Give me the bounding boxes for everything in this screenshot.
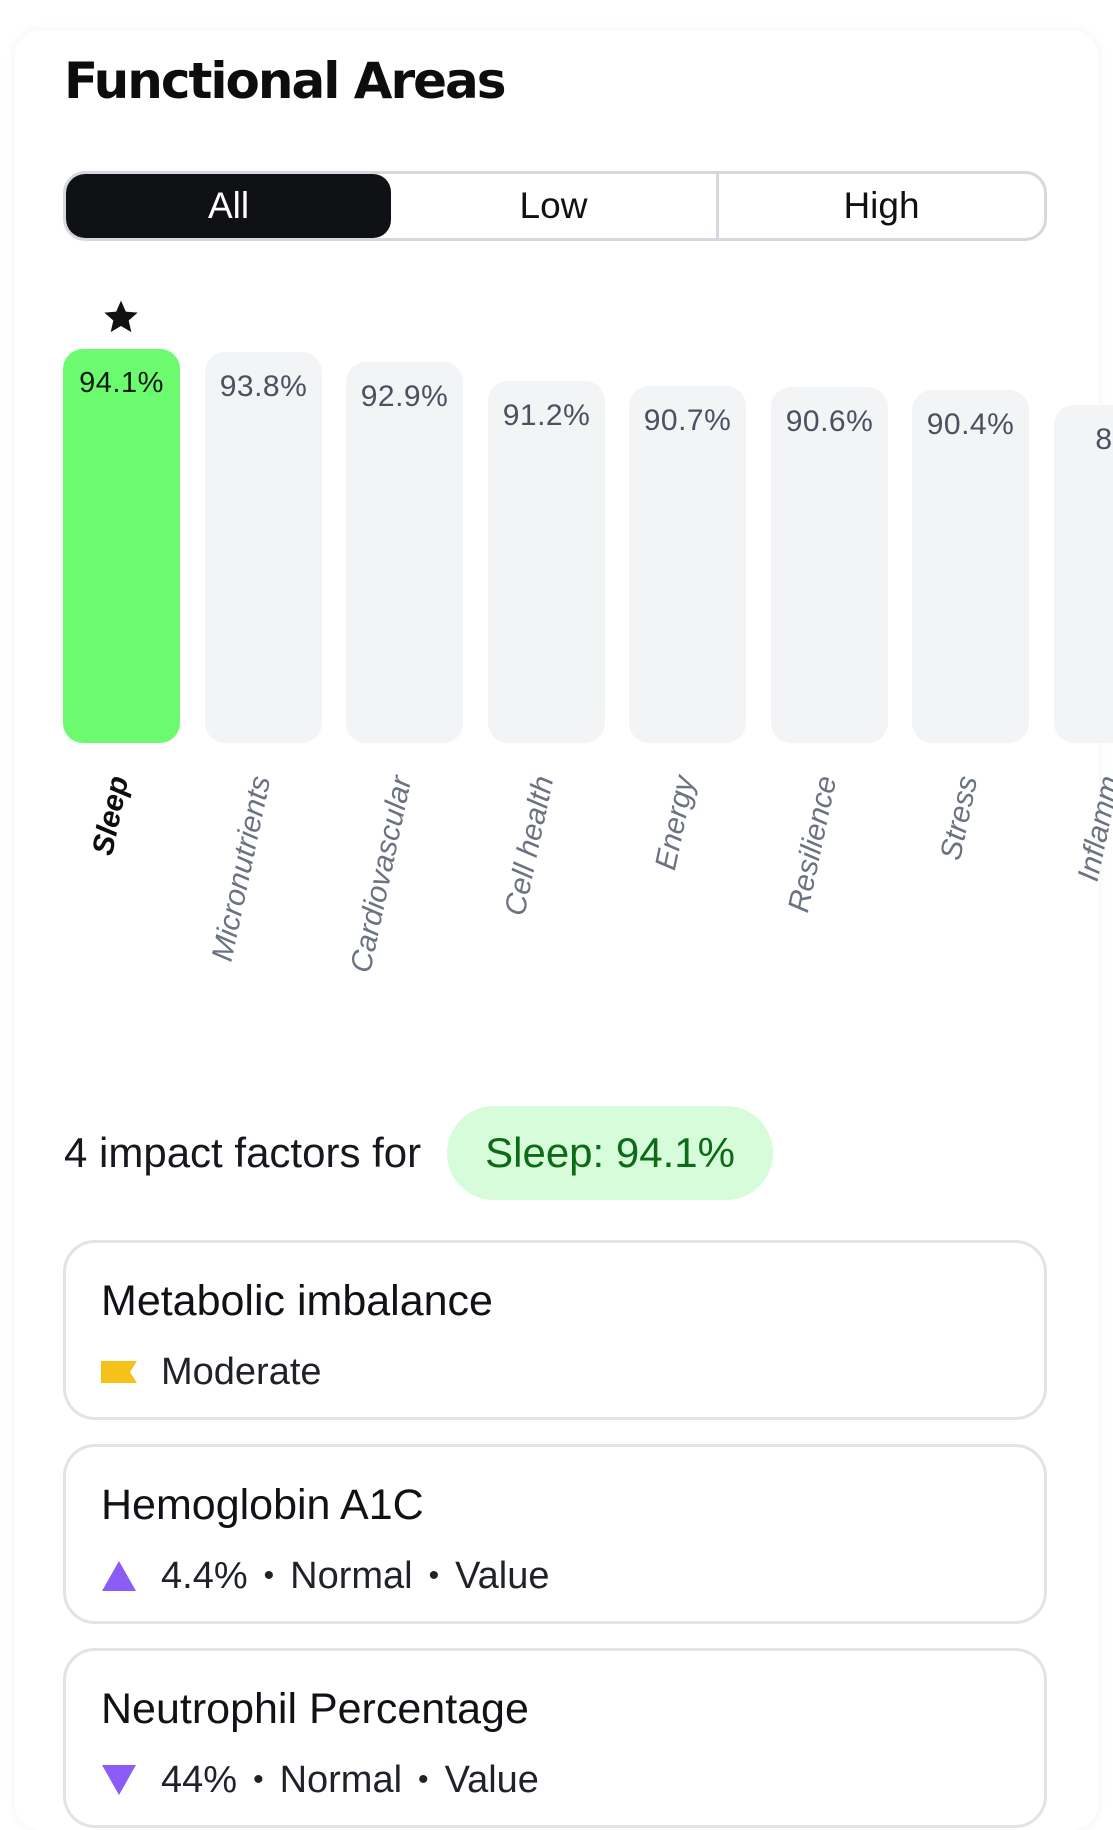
filter-low-button[interactable]: Low [519,185,588,226]
factor-meta: 4.4% • Normal • Value [101,1551,550,1601]
flag-icon [101,1361,137,1383]
bar-energy[interactable]: 90.7% [629,386,746,743]
separator-dot: • [253,1763,264,1796]
bar-sleep[interactable]: 94.1% [63,349,180,743]
separator-dot: • [428,1559,440,1592]
factor-status: Normal [279,1758,403,1801]
impact-summary: 4 impact factors for [64,1129,422,1176]
category-label: Inflamm [1071,773,1113,885]
bar-value-label: 90.6% [785,405,874,438]
bar-inflamm[interactable]: 89 [1054,405,1113,743]
bar-value-label: 93.8% [219,370,308,403]
bar-micronutrients[interactable]: 93.8% [205,352,322,743]
filter-high-button[interactable]: High [716,174,1044,238]
bar-value-label: 91.2% [502,399,591,432]
category-label: Energy [649,773,702,873]
factor-kind: Value [444,1758,539,1801]
bar-cell-health[interactable]: 91.2% [488,381,605,743]
filter-segmented-control: All Low High [63,171,1047,241]
triangle-up-icon [102,1561,136,1591]
category-label: Cell health [498,773,561,919]
factor-value: 44% [161,1758,238,1801]
factor-name: Metabolic imbalance [101,1277,493,1325]
bar-value-label: 90.4% [926,408,1015,441]
factor-name: Neutrophil Percentage [101,1685,529,1733]
bar-stress[interactable]: 90.4% [912,390,1029,743]
bar-value-label: 90.7% [643,404,732,437]
bar-cardiovascular[interactable]: 92.9% [346,362,463,743]
bar-resilience[interactable]: 90.6% [771,387,888,743]
factor-value: 4.4% [161,1554,248,1597]
bar-value-label: 89 [1095,423,1113,456]
star-icon [104,300,138,333]
factor-name: Hemoglobin A1C [101,1481,424,1529]
page-title: Functional Areas [64,52,507,110]
factor-meta: 44% • Normal • Value [101,1755,539,1805]
factor-card-hemoglobin-a1c[interactable]: Hemoglobin A1C 4.4% • Normal • Value [63,1444,1047,1624]
factor-meta: Moderate [101,1347,322,1397]
category-label: Stress [934,773,985,864]
functional-areas-bar-chart: 94.1% Sleep 93.8% Micronutrients 92.9% Cardio… [0,280,1113,1040]
category-label: Micronutrients [205,773,278,965]
factor-card-neutrophil-percentage[interactable]: Neutrophil Percentage 44% • Normal • Val… [63,1648,1047,1828]
factor-card-metabolic-imbalance[interactable]: Metabolic imbalance Moderate [63,1240,1047,1420]
bar-value-label: 92.9% [360,380,449,413]
factor-status: Normal [290,1554,413,1597]
filter-all-button[interactable]: All [66,174,391,238]
impact-header: 4 impact factors for Sleep: 94.1% [64,1106,773,1200]
category-label: Resilience [782,773,844,916]
bar-value-label: 94.1% [79,367,164,399]
category-label: Cardiovascular [344,773,419,976]
separator-dot: • [418,1763,429,1796]
separator-dot: • [263,1559,275,1592]
factor-severity: Moderate [161,1350,322,1393]
triangle-down-icon [102,1765,136,1795]
selected-area-badge: Sleep: 94.1% [447,1106,773,1200]
category-label: Sleep [86,773,136,859]
factor-kind: Value [455,1554,550,1597]
